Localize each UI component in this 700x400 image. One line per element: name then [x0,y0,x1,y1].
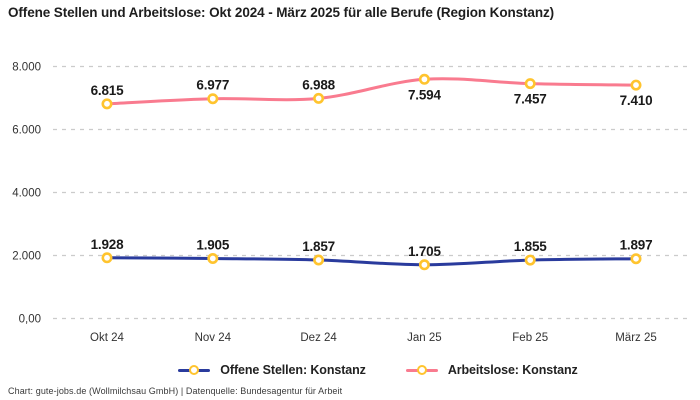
data-point-label: 7.457 [514,92,547,107]
data-point-marker[interactable] [524,254,536,266]
data-point-marker[interactable] [313,92,325,104]
data-point-label: 1.855 [514,239,547,254]
data-point-marker[interactable] [101,98,113,110]
y-axis-tick-label: 6.000 [12,125,41,137]
legend-item-offene-stellen[interactable]: Offene Stellen: Konstanz [178,363,366,377]
legend-marker-icon [189,365,200,375]
data-point-label: 7.410 [620,93,653,108]
legend-item-arbeitslose[interactable]: Arbeitslose: Konstanz [405,363,578,377]
data-point-marker[interactable] [418,259,430,271]
x-axis-tick-label: März 25 [615,332,657,344]
data-point-label: 6.977 [196,78,229,93]
legend-line-sample-blue [178,365,211,375]
legend-label-arbeitslose: Arbeitslose: Konstanz [447,363,578,377]
y-axis-tick-label: 8.000 [12,62,41,74]
x-axis-tick-label: Feb 25 [512,332,548,344]
y-axis-tick-label: 4.000 [12,188,41,200]
x-axis-tick-label: Nov 24 [195,332,232,344]
data-point-label: 1.857 [302,239,335,254]
legend-label-offene-stellen: Offene Stellen: Konstanz [220,363,366,377]
data-point-label: 1.928 [91,237,124,252]
series-line-offene-stellen [105,256,638,267]
y-axis-tick-label: 0,00 [19,314,41,326]
data-point-marker[interactable] [207,93,219,105]
data-point-marker[interactable] [418,73,430,85]
y-axis-tick-label: 2.000 [12,251,41,263]
x-axis-tick-label: Okt 24 [90,332,124,344]
data-point-marker[interactable] [207,252,219,264]
data-point-label: 1.905 [196,237,229,252]
data-point-label: 7.594 [408,87,441,102]
x-axis-tick-label: Dez 24 [300,332,337,344]
data-point-marker[interactable] [630,253,642,265]
chart-legend: Offene Stellen: Konstanz Arbeitslose: Ko… [0,360,700,380]
data-point-label: 6.988 [302,77,335,92]
data-point-label: 1.705 [408,244,441,259]
chart-source-credit: Chart: gute-jobs.de (Wollmilchsau GmbH) … [8,386,343,396]
legend-marker-icon [416,365,427,375]
data-point-marker[interactable] [630,79,642,91]
data-point-marker[interactable] [313,254,325,266]
legend-line-sample-pink [405,365,438,375]
data-point-marker[interactable] [101,252,113,264]
chart-title: Offene Stellen und Arbeitslose: Okt 2024… [8,5,555,20]
data-point-label: 6.815 [91,83,124,98]
data-point-marker[interactable] [524,78,536,90]
data-point-label: 1.897 [620,238,653,253]
series-line-arbeitslose [105,77,638,106]
x-axis-tick-label: Jan 25 [407,332,442,344]
